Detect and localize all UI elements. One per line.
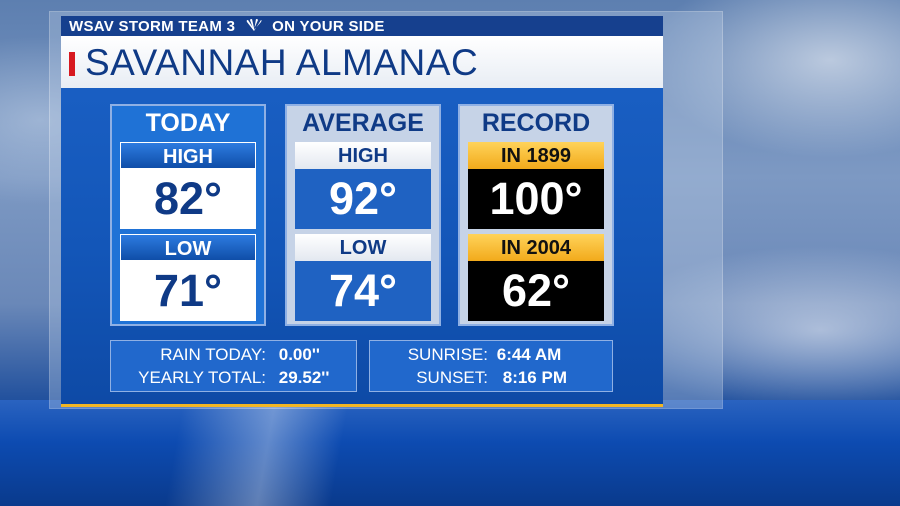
rain-yearly-value: 29.52'' (278, 368, 330, 387)
today-low-label: LOW (120, 234, 256, 261)
rain-yearly-label: YEARLY TOTAL: (138, 368, 266, 387)
average-high-label: HIGH (295, 142, 431, 169)
sun-box: SUNRISE: 6:44 AM SUNSET: 8:16 PM (369, 340, 613, 392)
average-heading: AVERAGE (302, 109, 424, 137)
sunset-label: SUNSET: (416, 368, 488, 387)
record-low-value: 62° (468, 261, 604, 321)
today-low-value: 71° (120, 261, 256, 321)
rain-today-row: RAIN TODAY: 0.00'' (141, 343, 320, 367)
sunset-row: SUNSET: 8:16 PM (404, 366, 567, 390)
sunrise-value: 6:44 AM (496, 345, 562, 364)
sunset-value: 8:16 PM (502, 368, 567, 387)
today-high-value: 82° (120, 169, 256, 229)
record-high-year: IN 1899 (468, 142, 604, 169)
average-high-cell: HIGH 92° (295, 142, 431, 229)
today-low-cell: LOW 71° (120, 234, 256, 321)
station-name: WSAV STORM TEAM 3 (69, 18, 236, 35)
station-bar: WSAV STORM TEAM 3 ON YOUR SIDE (61, 16, 663, 36)
record-heading: RECORD (481, 109, 591, 137)
page-title: SAVANNAH ALMANAC (85, 42, 479, 83)
station-tagline: ON YOUR SIDE (272, 18, 385, 35)
today-high-cell: HIGH 82° (120, 142, 256, 229)
rain-today-label: RAIN TODAY: (160, 345, 266, 364)
average-panel: AVERAGE HIGH 92° LOW 74° (285, 104, 441, 326)
peacock-icon (246, 19, 262, 31)
rain-box: RAIN TODAY: 0.00'' YEARLY TOTAL: 29.52'' (110, 340, 357, 392)
almanac-board: WSAV STORM TEAM 3 ON YOUR SIDE SAVANNAH … (61, 16, 663, 407)
average-low-label: LOW (295, 234, 431, 261)
record-high-cell: IN 1899 100° (468, 142, 604, 229)
rain-yearly-row: YEARLY TOTAL: 29.52'' (125, 366, 329, 390)
sunrise-row: SUNRISE: 6:44 AM (404, 343, 562, 367)
record-low-year: IN 2004 (468, 234, 604, 261)
record-panel: RECORD IN 1899 100° IN 2004 62° (458, 104, 614, 326)
rain-today-value: 0.00'' (278, 345, 320, 364)
today-panel: TODAY HIGH 82° LOW 71° (110, 104, 266, 326)
sunrise-label: SUNRISE: (407, 345, 488, 364)
record-low-cell: IN 2004 62° (468, 234, 604, 321)
average-low-cell: LOW 74° (295, 234, 431, 321)
today-high-label: HIGH (120, 142, 256, 169)
title-bar: SAVANNAH ALMANAC (61, 36, 663, 88)
average-low-value: 74° (295, 261, 431, 321)
today-heading: TODAY (145, 109, 231, 137)
background-floor (0, 400, 900, 506)
title-accent-mark (69, 52, 75, 76)
record-high-value: 100° (468, 169, 604, 229)
average-high-value: 92° (295, 169, 431, 229)
